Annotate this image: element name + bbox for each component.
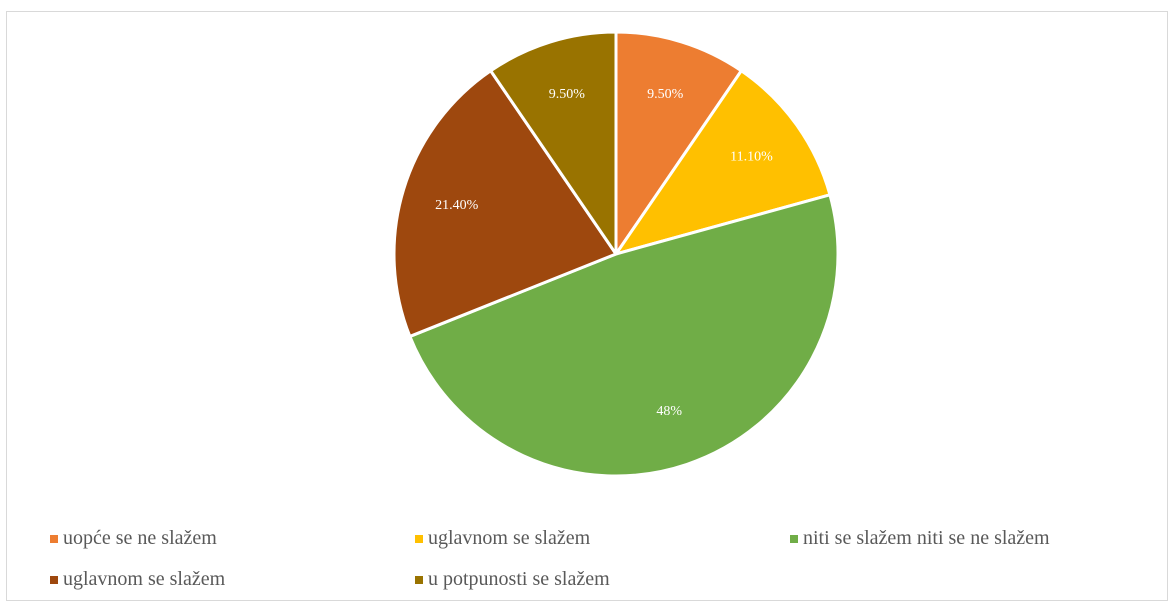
data-labels: 9.50% 11.10% 48% 21.40% 9.50% xyxy=(435,87,773,419)
pie-slice xyxy=(614,30,743,256)
pie-slice xyxy=(408,193,840,478)
data-label: 9.50% xyxy=(549,87,586,102)
data-label: 48% xyxy=(656,404,682,419)
data-label: 9.50% xyxy=(647,87,684,102)
pie-slice xyxy=(392,69,618,338)
data-label: 11.10% xyxy=(730,149,773,164)
pie-slice xyxy=(489,30,618,256)
data-label: 21.40% xyxy=(435,198,479,213)
pie-slices xyxy=(392,30,840,478)
